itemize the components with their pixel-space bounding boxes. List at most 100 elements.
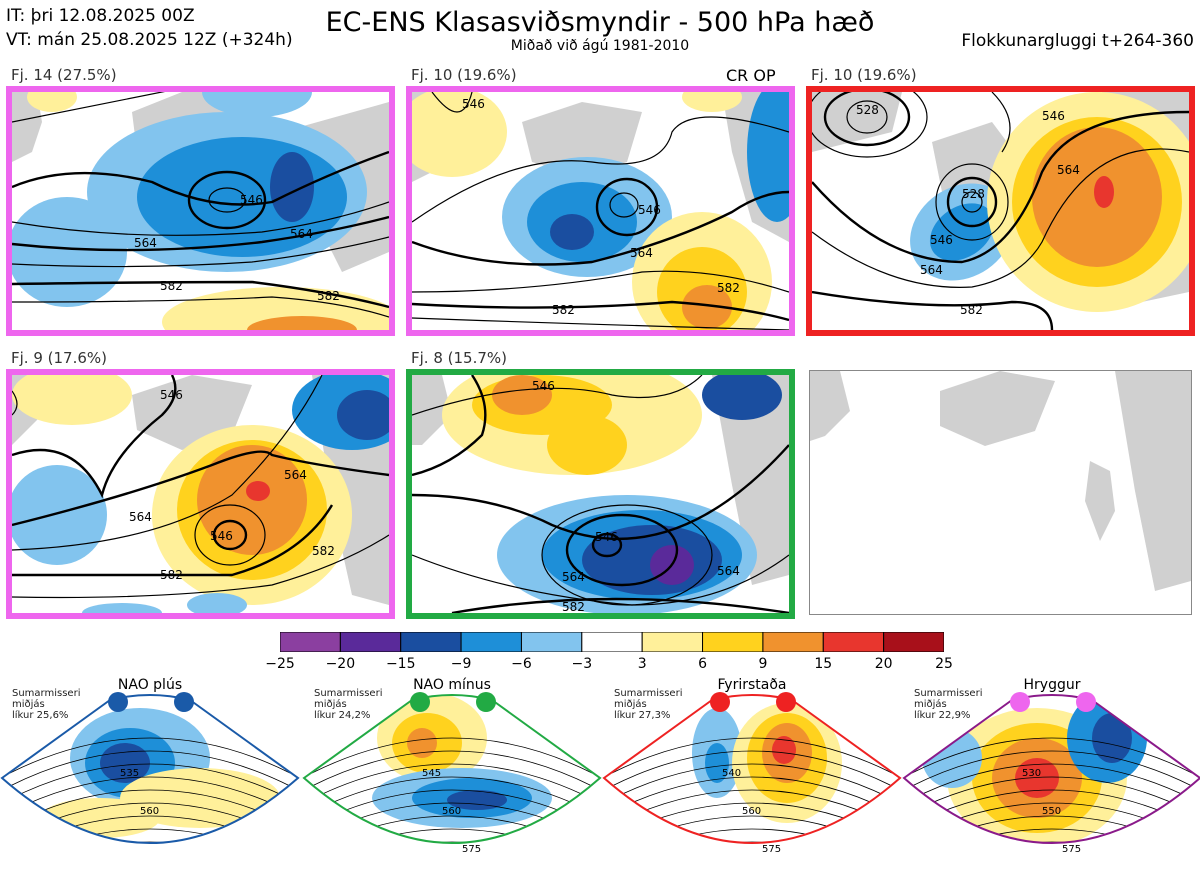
land-mass [522,102,642,177]
colorbar-swatch [883,631,945,653]
valid-time: VT: mán 25.08.2025 12Z (+324h) [6,30,293,50]
height-contour [412,444,789,541]
contour-label: 530 [1022,768,1041,779]
colorbar-tick-label: −3 [571,656,593,672]
height-contour [194,504,266,566]
height-contour [311,750,593,787]
contour-label: 575 [462,844,481,855]
height-contour [595,177,659,237]
height-contour [12,150,389,206]
colorbar-swatch [641,631,704,653]
contour-label: 546 [240,193,263,207]
height-contour [311,841,593,843]
contour-label: 582 [562,600,585,613]
contour-label: 564 [1057,163,1080,177]
colorbar-swatch [762,631,824,653]
regime-sector: 545 560 575 [302,692,602,855]
sector-outline [902,694,1200,844]
contour-label: 564 [920,263,943,277]
height-contour [12,504,334,577]
cluster-map-3: 546 564 528 546 564 582 528 [806,86,1195,336]
anomaly [705,743,729,783]
height-contour [12,92,166,123]
contour-label: 564 [134,236,157,250]
height-contour [911,828,1193,843]
contour-label: 564 [129,510,152,524]
init-time: IT: þri 12.08.2025 00Z [6,6,195,26]
anomaly-negative [187,593,247,613]
regime-frequency: Sumarmisseri miðjás líkur 24,2% [314,688,383,721]
height-contour [12,215,389,252]
anomaly [120,768,280,828]
height-contour [812,290,1054,330]
height-contour [12,236,389,268]
height-contour [565,513,679,587]
height-contour [431,92,473,113]
height-contour [12,375,177,499]
colorbar-tick-label: −15 [385,656,416,672]
height-contour [611,828,893,843]
height-contour [311,828,593,843]
cluster-2-map: 546 564 582 546 582 [412,92,789,330]
height-contour [412,375,487,477]
colorbar-tick-label: 25 [935,656,953,672]
contour-label: 550 [1042,806,1061,817]
land-mass [810,371,850,441]
anomaly-negative [270,152,314,222]
height-contour [208,187,246,213]
contour-label: 575 [1062,844,1081,855]
contour-label: 582 [552,303,575,317]
regime-frequency: Sumarmisseri miðjás líkur 27,3% [614,688,683,721]
cluster-3-map: 546 564 528 546 564 582 528 [812,92,1189,330]
contour-label: 546 [930,233,953,247]
height-contour [611,750,893,787]
height-contour [311,789,593,826]
page-title: EC-ENS Klasasviðsmyndir - 500 hPa hæð [325,7,875,38]
colorbar-swatch [460,631,522,653]
land-mass [940,371,1055,446]
anomaly [1015,758,1059,798]
colorbar-tick-label: −9 [450,656,472,672]
height-contour [12,375,323,551]
colorbar-swatch [400,631,462,653]
colorbar-tick-label: 20 [874,656,893,672]
cluster-map-5: 546 546 564 564 582 [406,369,795,619]
contour-label: 535 [120,768,139,779]
height-contour [911,841,1193,843]
cluster-map-4: 546 564 564 582 546 582 [6,369,395,619]
colorbar-swatches [279,631,945,653]
contour-label: 564 [717,564,740,578]
anomaly-positive [247,316,357,330]
anomaly-positive [682,92,742,112]
colorbar-tick-label: −6 [511,656,532,672]
height-contour [12,450,389,527]
colorbar-swatch [279,631,341,653]
sector-outline [602,694,902,844]
contour-label: 564 [562,570,585,584]
height-contour [812,148,1189,288]
anomaly-positive [197,445,307,555]
height-contour [412,554,789,606]
height-contour [187,170,267,230]
height-contour [412,190,789,266]
regime-dot [710,692,730,712]
regime-name: Hryggur [1023,677,1081,693]
cluster-5-map: 546 546 564 564 582 [412,375,789,613]
contour-label: 528 [856,103,879,117]
colorbar-tick-label: 15 [814,656,833,672]
contour-label: 546 [595,530,618,544]
cluster-5-label: Fj. 8 (15.7%) [411,349,507,367]
anomaly-positive [547,415,627,475]
anomaly-negative [337,390,389,440]
height-contour [12,201,389,236]
cluster-2-label: Fj. 10 (19.6%) [411,66,517,84]
contour-label: 546 [160,388,183,402]
height-contour [911,750,1193,787]
classification-window: Flokkunargluggi t+264-360 [961,31,1194,51]
regime-name: Fyrirstaða [717,677,787,693]
contour-label: 582 [160,568,183,582]
regime-sector: 535 560 [0,692,300,844]
colorbar-swatch [339,631,402,653]
anomaly-positive [12,375,132,425]
anomaly-negative [550,214,594,250]
